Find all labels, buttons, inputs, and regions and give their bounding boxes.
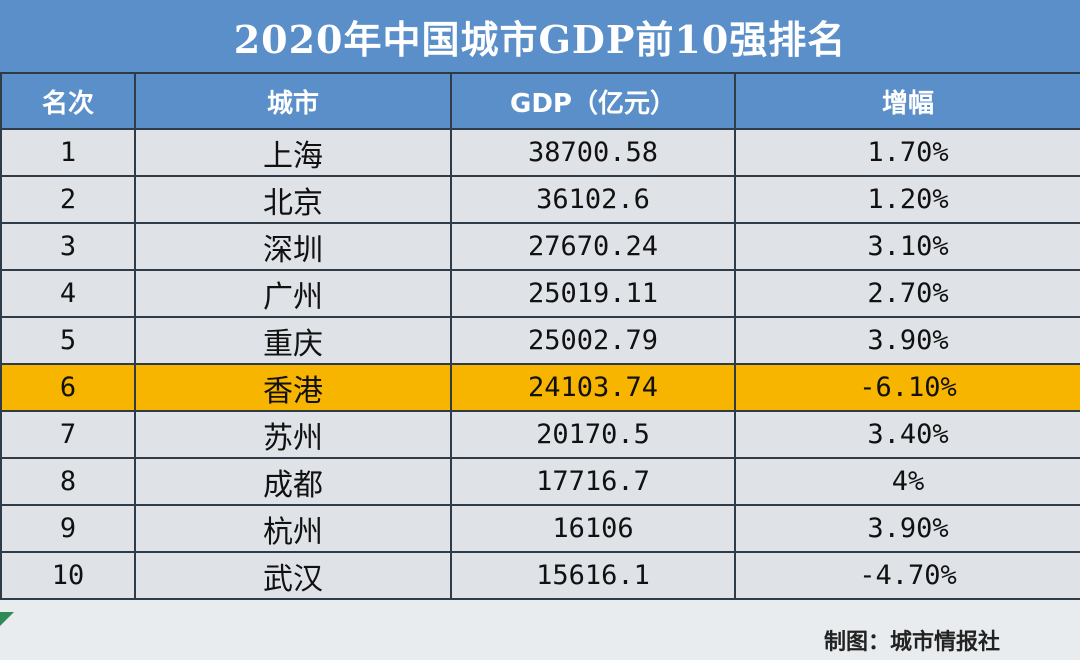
growth-cell: 3.90% (734, 504, 1080, 553)
gdp-cell: 27670.24 (450, 222, 736, 271)
footer-credit: 制图：城市情报社 (823, 630, 1000, 655)
rank-cell: 1 (0, 128, 136, 177)
growth-cell: 4% (734, 457, 1080, 506)
growth-cell: 3.90% (734, 316, 1080, 365)
city-cell: 香港 (134, 363, 452, 412)
table-header-row: 名次 城市 GDP（亿元） 增幅 (0, 72, 1080, 130)
city-cell: 武汉 (134, 551, 452, 600)
gdp-cell: 15616.1 (450, 551, 736, 600)
growth-cell: 1.70% (734, 128, 1080, 177)
gdp-cell: 25019.11 (450, 269, 736, 318)
gdp-ranking-table: 名次 城市 GDP（亿元） 增幅 1 上海 38700.58 1.70% 2 北京 3610… (0, 72, 1080, 600)
city-cell: 上海 (134, 128, 452, 177)
gdp-cell: 20170.5 (450, 410, 736, 459)
growth-cell: -4.70% (734, 551, 1080, 600)
rank-cell: 3 (0, 222, 136, 271)
rank-cell: 10 (0, 551, 136, 600)
rank-cell: 8 (0, 457, 136, 506)
city-cell: 苏州 (134, 410, 452, 459)
growth-cell: 1.20% (734, 175, 1080, 224)
growth-cell: -6.10% (734, 363, 1080, 412)
table-body: 1 上海 38700.58 1.70% 2 北京 36102.6 1.20% 3 深圳 27670.… (0, 128, 1080, 600)
header-growth: 增幅 (734, 72, 1080, 130)
gdp-cell: 24103.74 (450, 363, 736, 412)
table-row: 6 香港 24103.74 -6.10% (0, 363, 1080, 412)
rank-cell: 7 (0, 410, 136, 459)
gdp-cell: 16106 (450, 504, 736, 553)
page-title: 2020年中国城市GDP前10强排名 (233, 16, 847, 62)
city-cell: 杭州 (134, 504, 452, 553)
rank-cell: 9 (0, 504, 136, 553)
table-row: 9 杭州 16106 3.90% (0, 504, 1080, 553)
growth-cell: 2.70% (734, 269, 1080, 318)
gdp-cell: 25002.79 (450, 316, 736, 365)
growth-cell: 3.10% (734, 222, 1080, 271)
rank-cell: 2 (0, 175, 136, 224)
table-row: 1 上海 38700.58 1.70% (0, 128, 1080, 177)
rank-cell: 6 (0, 363, 136, 412)
table-row: 7 苏州 20170.5 3.40% (0, 410, 1080, 459)
city-cell: 广州 (134, 269, 452, 318)
title-bar: 2020年中国城市GDP前10强排名 (0, 0, 1080, 72)
table-row: 3 深圳 27670.24 3.10% (0, 222, 1080, 271)
header-gdp: GDP（亿元） (450, 72, 736, 130)
table-row: 5 重庆 25002.79 3.90% (0, 316, 1080, 365)
rank-cell: 4 (0, 269, 136, 318)
table-row: 8 成都 17716.7 4% (0, 457, 1080, 506)
gdp-cell: 36102.6 (450, 175, 736, 224)
city-cell: 深圳 (134, 222, 452, 271)
header-rank: 名次 (0, 72, 136, 130)
table-row: 4 广州 25019.11 2.70% (0, 269, 1080, 318)
table-row: 10 武汉 15616.1 -4.70% (0, 551, 1080, 600)
rank-cell: 5 (0, 316, 136, 365)
city-cell: 重庆 (134, 316, 452, 365)
city-cell: 北京 (134, 175, 452, 224)
gdp-cell: 38700.58 (450, 128, 736, 177)
corner-decoration (0, 612, 14, 626)
city-cell: 成都 (134, 457, 452, 506)
gdp-cell: 17716.7 (450, 457, 736, 506)
growth-cell: 3.40% (734, 410, 1080, 459)
header-city: 城市 (134, 72, 452, 130)
table-row: 2 北京 36102.6 1.20% (0, 175, 1080, 224)
